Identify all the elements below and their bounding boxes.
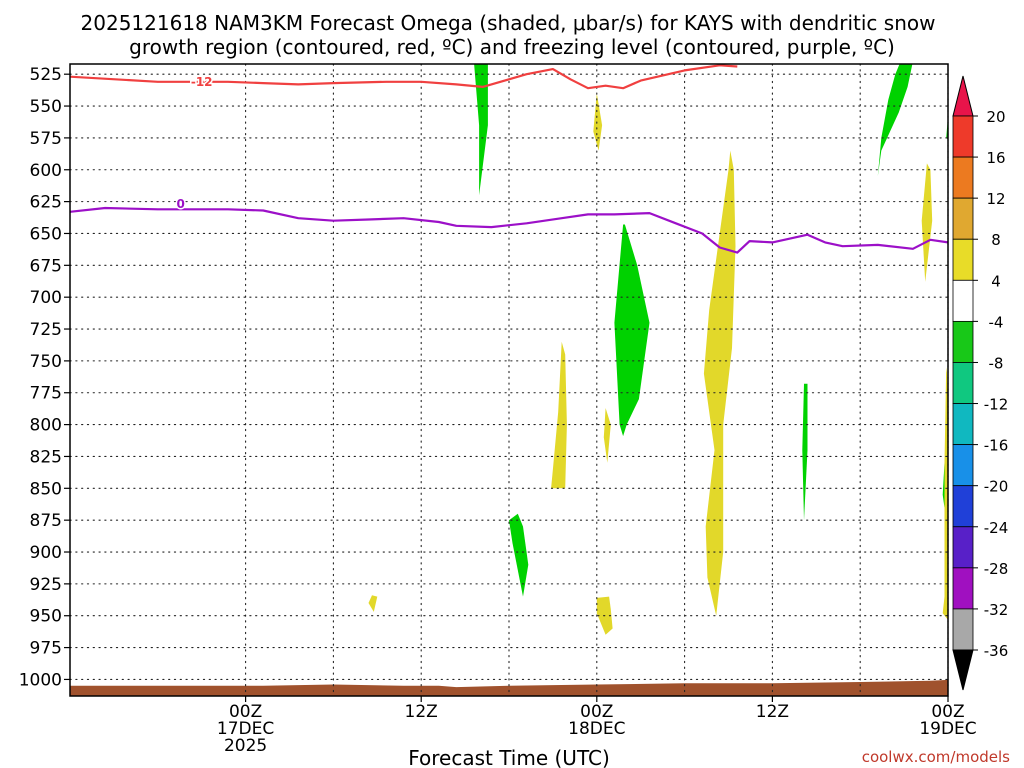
colorbar-label: 8 — [991, 231, 1001, 249]
colorbar-label: 20 — [986, 108, 1005, 126]
colorbar-swatch — [952, 403, 974, 446]
grid-layer — [69, 63, 949, 697]
colorbar-label: -28 — [984, 560, 1009, 578]
plot-frame — [69, 63, 949, 697]
dgz-contour-line — [70, 64, 738, 90]
omega-region-4 — [703, 150, 736, 616]
y-tick-label: 875 — [30, 511, 62, 531]
y-tick-label: 950 — [30, 607, 62, 627]
y-tick-label: 775 — [30, 384, 62, 404]
y-tick-label: 850 — [30, 479, 62, 499]
colorbar-cap-bottom — [952, 649, 974, 691]
colorbar-label: -8 — [989, 354, 1004, 372]
x-tick-label: 12Z — [405, 702, 438, 722]
colorbar-swatch — [952, 238, 974, 281]
freezing-level-contour-line — [70, 206, 948, 254]
colorbar-swatch — [952, 526, 974, 569]
colorbar-label: -4 — [989, 313, 1004, 331]
colorbar-swatch — [952, 362, 974, 404]
colorbar-swatch — [952, 608, 974, 651]
colorbar-swatch — [952, 567, 974, 610]
y-tick-label: 650 — [30, 224, 62, 244]
y-tick-label: 1000 — [19, 670, 62, 690]
y-tick-label: 725 — [30, 320, 62, 340]
colorbar-swatch — [952, 444, 974, 487]
omega-region--8 — [978, 62, 983, 81]
dgz-contour-label: -12 — [191, 75, 213, 89]
chart-title-line1: 2025121618 NAM3KM Forecast Omega (shaded… — [81, 11, 936, 35]
omega-region-4 — [603, 408, 611, 463]
omega-region-4 — [921, 163, 933, 282]
omega-shading-layer — [368, 62, 1024, 635]
x-axis-label: Forecast Time (UTC) — [408, 746, 610, 768]
colorbar-swatch — [952, 320, 974, 363]
x-tick-label: 17DEC — [217, 719, 274, 739]
x-tick-label: 19DEC — [919, 719, 976, 739]
omega-region--8 — [614, 224, 650, 437]
colorbar-label: -20 — [984, 478, 1009, 496]
y-tick-label: 825 — [30, 447, 62, 467]
omega-region--8 — [509, 513, 529, 597]
y-tick-label: 675 — [30, 256, 62, 276]
y-tick-label: 800 — [30, 416, 62, 436]
terrain-fill — [70, 679, 948, 696]
omega-region-4 — [593, 93, 603, 151]
colorbar-swatch — [952, 115, 974, 158]
colorbar-label: -36 — [984, 642, 1009, 660]
x-tick-label: 00Z — [229, 702, 262, 722]
colorbar-label: 12 — [986, 190, 1005, 208]
terrain-layer — [70, 679, 948, 696]
x-tick-label: 00Z — [931, 702, 964, 722]
colorbar-cap-top — [952, 75, 974, 117]
y-tick-label: 900 — [30, 543, 62, 563]
colorbar-swatch — [952, 156, 974, 199]
y-tick-label: 975 — [30, 639, 62, 659]
colorbar-label: 16 — [986, 149, 1005, 167]
omega-region-4 — [368, 595, 378, 612]
y-tick-label: 600 — [30, 161, 62, 181]
x-tick-label: 12Z — [756, 702, 789, 722]
y-axis-ticks: 525 550 575 600 625 650 675 700 725 750 775 800 825 8… — [19, 65, 70, 690]
y-tick-label: 625 — [30, 193, 62, 213]
freezing-level-label: 0 — [176, 197, 184, 211]
y-tick-label: 525 — [30, 65, 62, 85]
colorbar-label: -12 — [984, 396, 1009, 414]
colorbar-label: -16 — [984, 437, 1009, 455]
credit-link[interactable]: coolwx.com/models — [862, 748, 1010, 766]
colorbar-label: 4 — [991, 272, 1001, 290]
x-tick-label: 00Z — [580, 702, 613, 722]
y-tick-label: 700 — [30, 288, 62, 308]
y-tick-label: 925 — [30, 575, 62, 595]
y-tick-label: 750 — [30, 352, 62, 372]
colorbar-label: -32 — [984, 601, 1009, 619]
colorbar-swatch — [952, 485, 974, 528]
colorbar: 20 16 12 8 4 -4 -8 -12 -16 -20 -24 -28 -32 -36 — [952, 75, 1009, 691]
omega-region-4 — [942, 367, 948, 620]
chart-title-line2: growth region (contoured, red, ºC) and f… — [129, 35, 895, 59]
y-tick-label: 575 — [30, 129, 62, 149]
colorbar-label: -24 — [984, 519, 1009, 537]
omega-region-4 — [1001, 412, 1008, 514]
omega-region--8 — [802, 383, 808, 521]
colorbar-swatch — [952, 279, 974, 322]
omega-region--8 — [1015, 132, 1024, 412]
omega-region--8 — [474, 64, 488, 196]
x-tick-label: 2025 — [224, 736, 267, 756]
colorbar-swatch — [952, 197, 974, 240]
y-tick-label: 550 — [30, 97, 62, 117]
contour-layer: -12 0 — [70, 64, 948, 254]
x-tick-label: 18DEC — [568, 719, 625, 739]
omega-region-4 — [551, 341, 567, 489]
omega-region--8 — [877, 64, 913, 177]
